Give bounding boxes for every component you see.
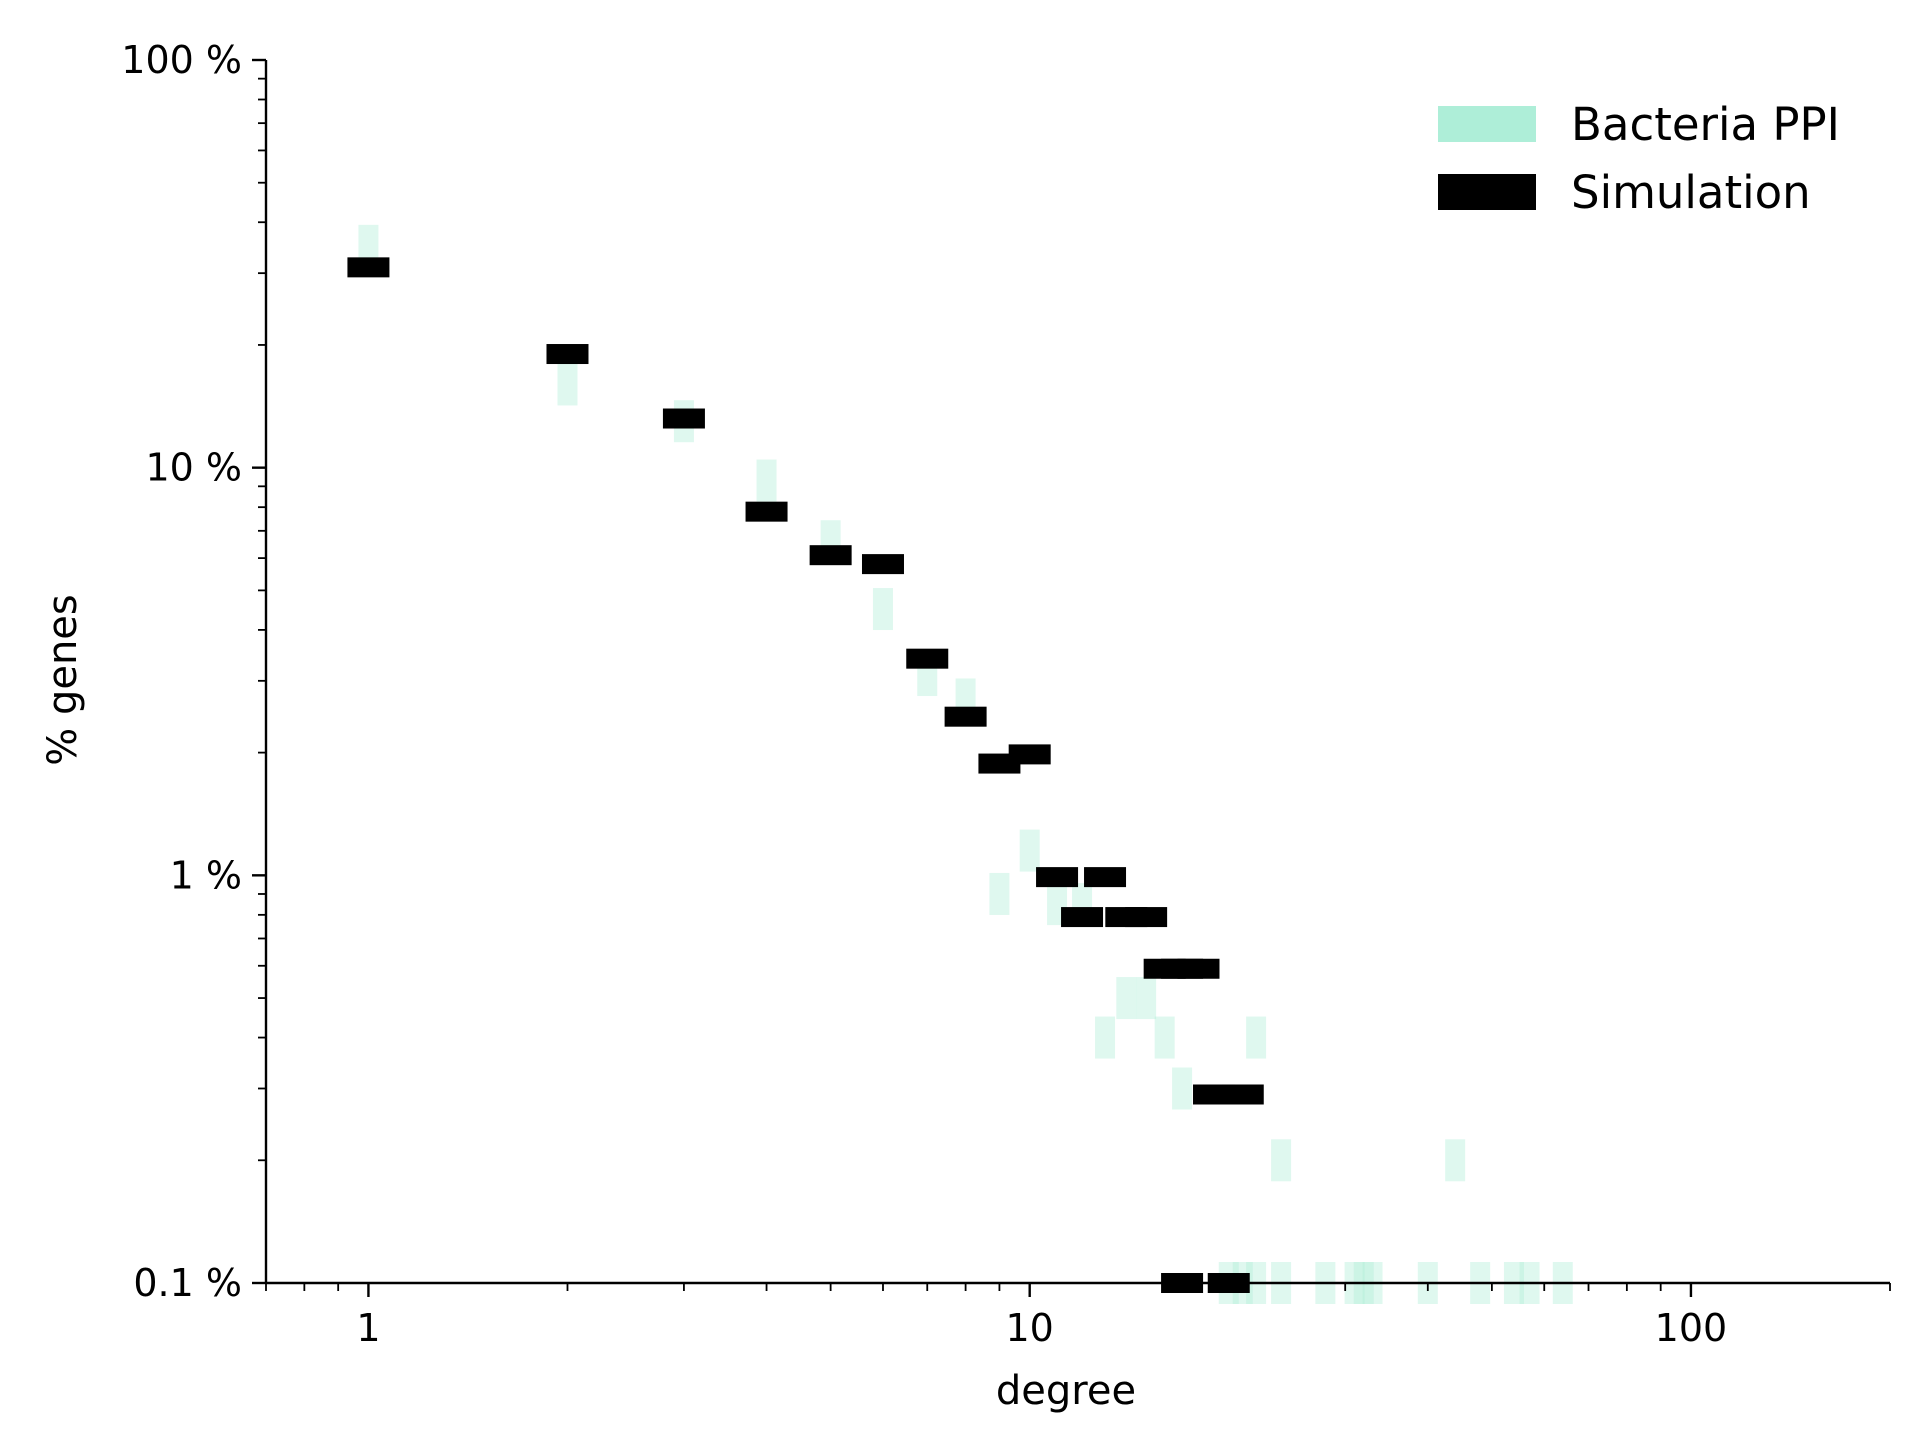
simulation-point-10 [1036, 867, 1079, 888]
simulation-point-4 [809, 545, 852, 566]
simulation-point-6 [906, 648, 949, 669]
simulation-point-17 [1177, 958, 1220, 979]
y-ticks: 0.1 % 1 % 10 % 100 % [121, 38, 266, 1305]
simulation-point-3 [745, 501, 788, 522]
y-tick-label: 1 % [170, 853, 242, 897]
bacteria-ppi-point-19 [1445, 1139, 1466, 1182]
x-tick-label: 1 [356, 1306, 380, 1350]
bacteria-ppi-point-8 [989, 872, 1010, 915]
simulation-point-5 [861, 554, 904, 575]
simulation-point-20 [1221, 1084, 1264, 1105]
bacteria-ppi-point-15 [1154, 1016, 1175, 1059]
simulation-point-0 [347, 257, 390, 278]
simulation-point-14 [1125, 907, 1168, 928]
bacteria-ppi-point-13 [1116, 977, 1137, 1020]
legend-label-simulation: Simulation [1571, 166, 1811, 219]
bacteria-ppi-point-12 [1095, 1016, 1116, 1059]
bacteria-ppi-series [358, 224, 1573, 1304]
bacteria-ppi-point-16 [1172, 1067, 1193, 1110]
simulation-series [347, 257, 1264, 1293]
bacteria-ppi-point-9 [1019, 829, 1040, 872]
bacteria-ppi-point-3 [756, 459, 777, 502]
legend: Bacteria PPI Simulation [1438, 98, 1840, 219]
simulation-point-1 [546, 344, 589, 365]
bacteria-ppi-point-18 [1271, 1139, 1292, 1182]
simulation-point-2 [662, 408, 705, 429]
x-ticks: 1 10 100 [265, 1283, 1891, 1350]
legend-swatch-simulation [1438, 174, 1536, 210]
y-tick-label: 0.1 % [133, 1261, 242, 1305]
bacteria-ppi-point-17 [1246, 1016, 1267, 1059]
simulation-point-11 [1061, 907, 1104, 928]
bacteria-ppi-point-1 [557, 363, 578, 406]
y-axis-title: % genes [40, 594, 86, 766]
bacteria-ppi-point-0 [358, 224, 379, 267]
legend-label-bacteria-ppi: Bacteria PPI [1571, 98, 1840, 151]
legend-swatch-bacteria-ppi [1438, 106, 1536, 142]
simulation-point-7 [944, 706, 987, 727]
y-tick-label: 10 % [145, 446, 242, 490]
bacteria-ppi-point-14 [1136, 977, 1157, 1020]
simulation-point-12 [1084, 867, 1127, 888]
x-tick-label: 10 [1006, 1306, 1054, 1350]
x-tick-label: 100 [1655, 1306, 1728, 1350]
bacteria-ppi-point-5 [872, 588, 893, 631]
y-tick-label: 100 % [121, 38, 242, 82]
simulation-point-9 [1008, 744, 1051, 765]
x-axis-title: degree [996, 1368, 1136, 1414]
